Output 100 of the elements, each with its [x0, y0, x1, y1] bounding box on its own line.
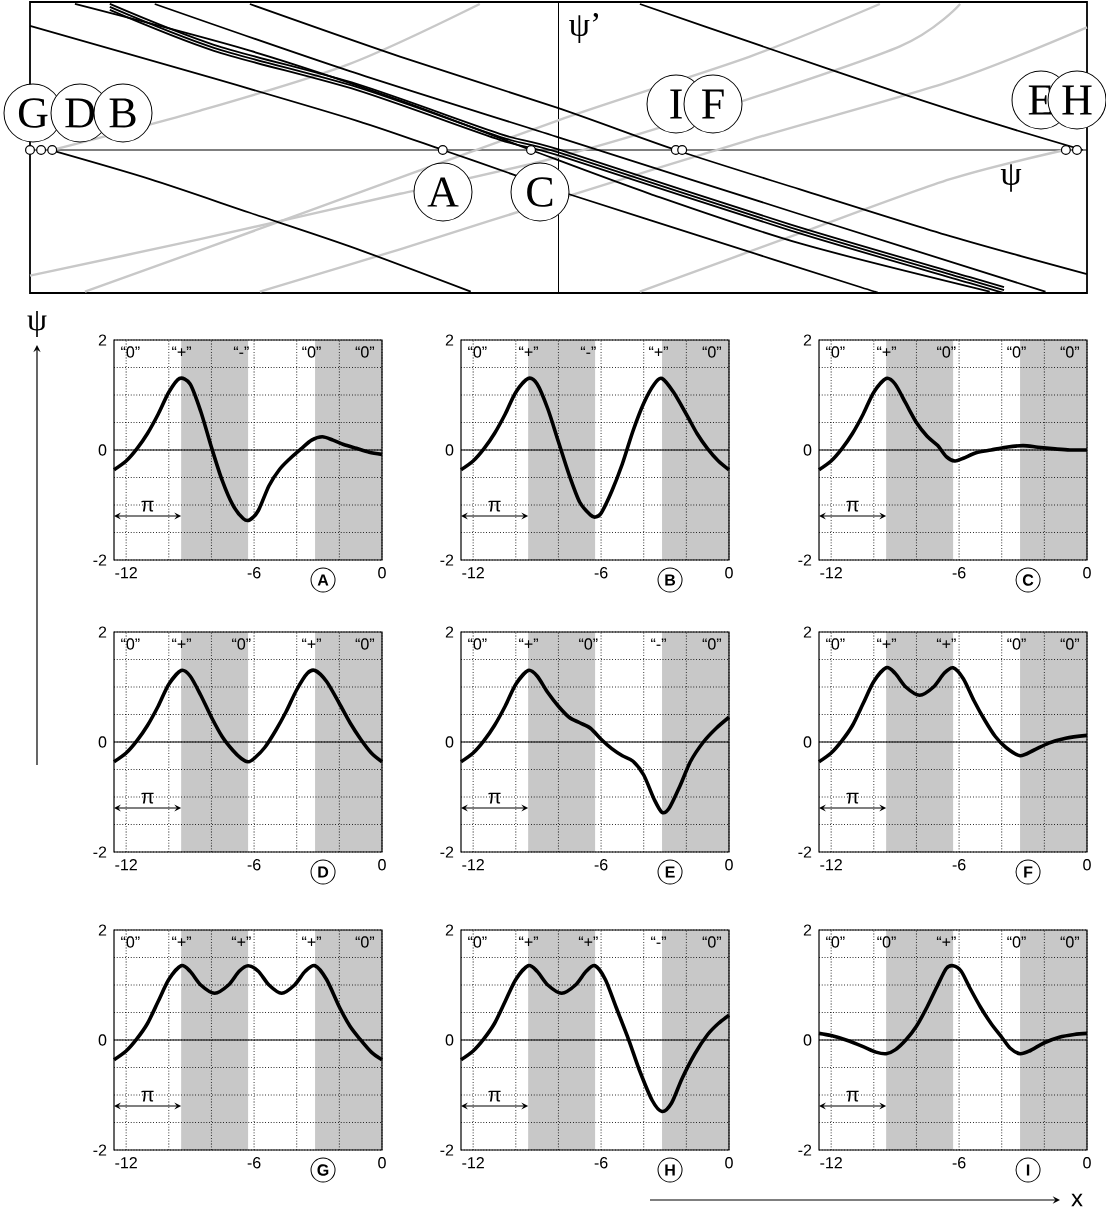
text: C — [526, 177, 553, 207]
x-tick-label: -6 — [952, 1157, 966, 1169]
annotation: “+” — [518, 638, 538, 649]
x-tick-label: -12 — [820, 567, 842, 579]
y-tick-label: 2 — [445, 334, 453, 346]
annotation: “0” — [702, 346, 721, 358]
x-tick-label: 0 — [724, 859, 733, 871]
x-tick-label: -12 — [115, 859, 137, 871]
x-tick-label: -6 — [952, 859, 966, 871]
y-tick-label: 2 — [445, 924, 453, 936]
x-tick-label: -12 — [820, 1157, 842, 1169]
annotation: “+” — [518, 346, 538, 357]
text: F — [1023, 866, 1033, 878]
annotation: “-” — [650, 936, 666, 944]
annotation: “0” — [1007, 638, 1026, 650]
y-tick-label: 2 — [98, 924, 106, 936]
annotation: “0” — [578, 638, 598, 650]
y-tick-label: -2 — [798, 1144, 811, 1156]
annotation: “0” — [702, 936, 721, 948]
annotation: “0” — [702, 638, 721, 650]
annotation: π — [141, 792, 154, 804]
annotation: “0” — [355, 638, 374, 650]
annotation: π — [141, 1090, 154, 1102]
x-tick-label: 0 — [724, 1157, 733, 1169]
x-tick-label: -12 — [462, 859, 484, 871]
annotation: “+” — [936, 638, 956, 649]
annotation: π — [846, 500, 859, 512]
annotation: π — [141, 500, 154, 512]
annotation: “0” — [355, 936, 374, 948]
text: ψ’ — [568, 13, 598, 43]
text: D — [318, 866, 328, 878]
x-tick-label: -12 — [115, 567, 137, 579]
y-tick-label: 0 — [98, 444, 107, 456]
x-tick-label: 0 — [377, 859, 386, 871]
x-tick-label: 0 — [377, 567, 386, 579]
annotation: “+” — [876, 346, 896, 357]
text: A — [317, 574, 329, 586]
text: G — [317, 1164, 329, 1176]
text: G — [18, 98, 48, 128]
x-tick-label: -6 — [594, 1157, 608, 1169]
text: H — [1062, 85, 1092, 115]
text: A — [427, 177, 459, 207]
y-tick-label: 2 — [803, 626, 811, 638]
x-tick-label: -6 — [247, 1157, 261, 1169]
annotation: “+” — [518, 936, 538, 947]
y-tick-label: 2 — [803, 334, 811, 346]
y-tick-label: 2 — [98, 334, 106, 346]
annotation: “0” — [302, 346, 321, 358]
annotation: “0” — [355, 346, 374, 358]
x-tick-label: 0 — [1082, 859, 1091, 871]
y-tick-label: -2 — [798, 846, 811, 858]
annotation: “+” — [876, 638, 896, 649]
annotation: “+” — [171, 936, 191, 947]
text: F — [701, 89, 724, 119]
y-tick-label: -2 — [440, 1144, 453, 1156]
annotation: “0” — [1060, 936, 1079, 948]
x-tick-label: 0 — [724, 567, 733, 579]
y-tick-label: -2 — [798, 554, 811, 566]
annotation: “0” — [1007, 346, 1026, 358]
annotation: “-” — [650, 638, 666, 646]
y-tick-label: -2 — [440, 554, 453, 566]
annotation: “+” — [171, 346, 191, 357]
text: ψ — [1000, 164, 1021, 192]
y-tick-label: 0 — [803, 736, 812, 748]
annotation: “+” — [231, 936, 251, 947]
text: D — [65, 98, 94, 128]
y-axis-title: ψ — [27, 310, 47, 338]
annotation: “0” — [120, 346, 140, 358]
text: E — [1028, 85, 1053, 115]
annotation: “0” — [467, 936, 487, 948]
annotation: “0” — [825, 638, 845, 650]
y-tick-label: 2 — [98, 626, 106, 638]
annotation: π — [488, 792, 501, 804]
annotation: “+” — [301, 638, 321, 649]
annotation: “0” — [825, 346, 845, 358]
annotation: “0” — [467, 638, 487, 650]
annotation: “0” — [1007, 936, 1026, 948]
text: B — [109, 98, 136, 128]
y-tick-label: 0 — [445, 1034, 454, 1046]
annotation: “+” — [171, 638, 191, 649]
text: I — [1026, 1164, 1029, 1176]
x-tick-label: -12 — [462, 567, 484, 579]
annotation: “-” — [233, 346, 249, 354]
annotation: “0” — [1060, 346, 1079, 358]
y-tick-label: 0 — [445, 736, 454, 748]
annotation: “0” — [825, 936, 845, 948]
x-tick-label: 0 — [1082, 1157, 1091, 1169]
y-tick-label: 2 — [803, 924, 811, 936]
annotation: “+” — [936, 936, 956, 947]
y-tick-label: -2 — [93, 554, 106, 566]
y-tick-label: -2 — [93, 846, 106, 858]
y-tick-label: -2 — [440, 846, 453, 858]
x-tick-label: -12 — [462, 1157, 484, 1169]
annotation: “0” — [877, 936, 896, 948]
annotation: π — [846, 792, 859, 804]
x-tick-label: -6 — [247, 859, 261, 871]
y-tick-label: 0 — [803, 1034, 812, 1046]
annotation: “0” — [120, 936, 140, 948]
annotation: π — [488, 500, 501, 512]
annotation: “+” — [301, 936, 321, 947]
